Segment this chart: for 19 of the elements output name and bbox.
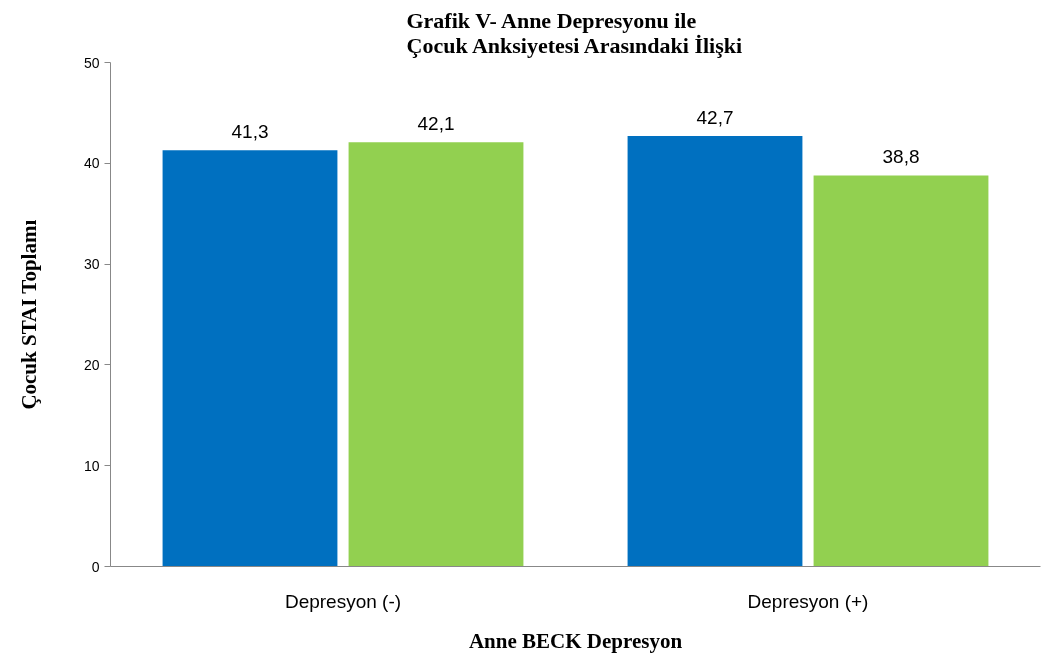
y-tick-label: 20 bbox=[83, 356, 100, 373]
y-tick-label: 40 bbox=[83, 155, 100, 172]
data-label: 42,1 bbox=[417, 113, 455, 135]
data-label: 38,8 bbox=[882, 146, 920, 168]
y-axis-title: Çocuk STAI Toplamı bbox=[16, 219, 41, 410]
data-label: 42,7 bbox=[696, 107, 734, 129]
chart-title: Grafik V- Anne Depresyonu ile Çocuk Anksiyetesi Arasındaki İlişki bbox=[406, 7, 743, 58]
y-tick-label: 10 bbox=[83, 457, 100, 474]
y-tick-label: 0 bbox=[91, 558, 100, 575]
bar bbox=[813, 175, 989, 567]
y-tick-label: 50 bbox=[83, 54, 100, 71]
data-label: 41,3 bbox=[231, 121, 269, 143]
x-axis-title: Anne BECK Depresyon bbox=[468, 628, 683, 653]
bar bbox=[627, 136, 803, 567]
bar bbox=[162, 150, 338, 567]
x-tick-label: Depresyon (-) bbox=[284, 590, 402, 612]
y-tick-label: 30 bbox=[83, 256, 100, 273]
x-tick-label: Depresyon (+) bbox=[747, 590, 869, 612]
bar bbox=[348, 142, 524, 567]
